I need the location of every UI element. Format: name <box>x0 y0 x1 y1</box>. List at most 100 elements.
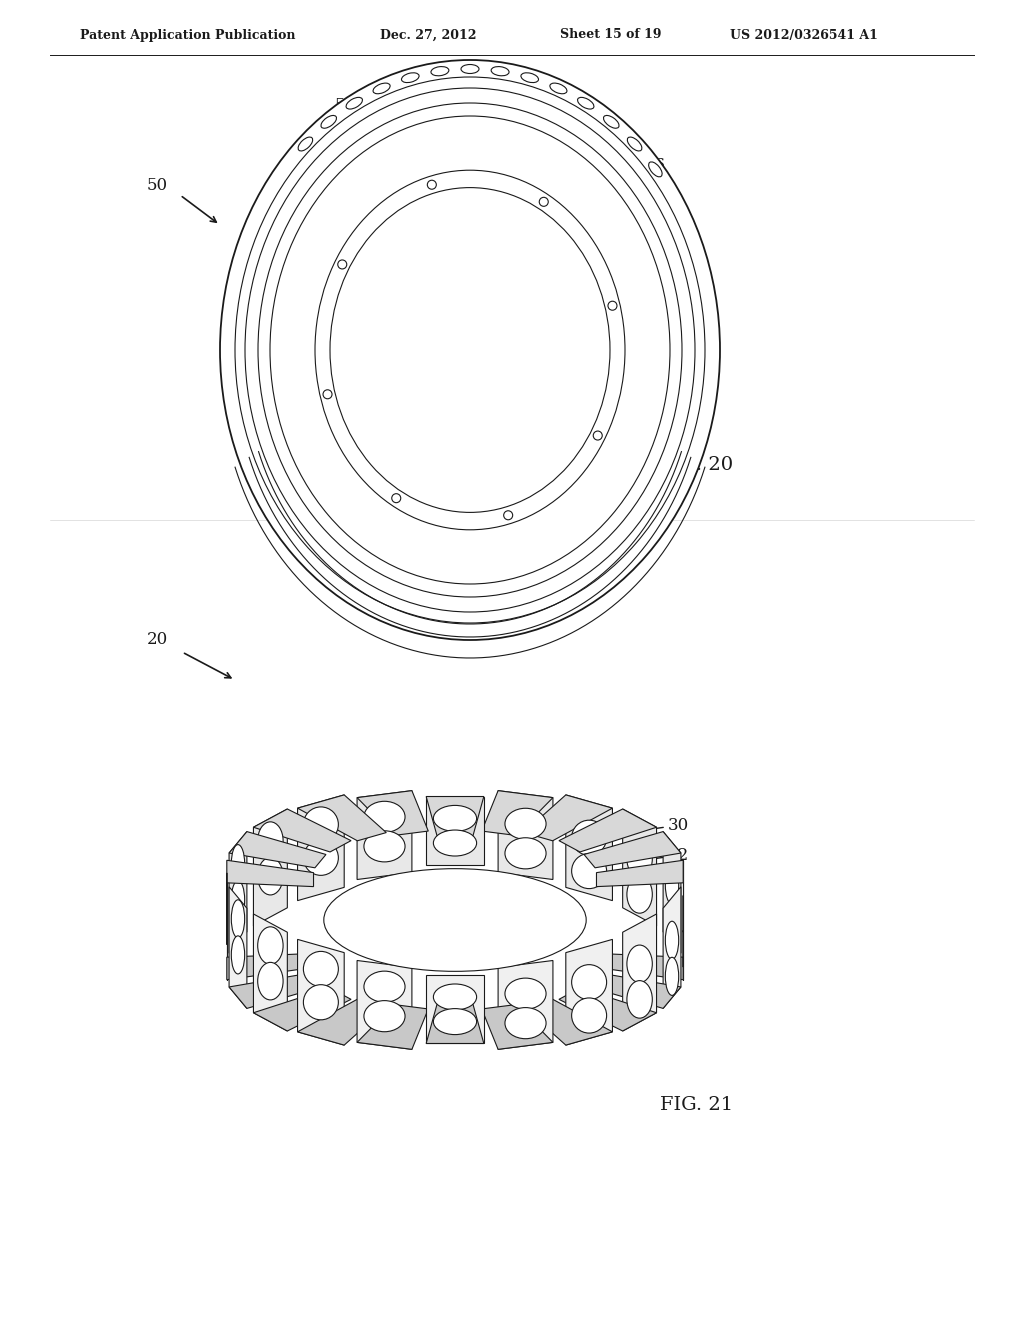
Ellipse shape <box>373 83 390 94</box>
Ellipse shape <box>504 511 513 520</box>
Ellipse shape <box>303 952 338 986</box>
Ellipse shape <box>627 981 652 1018</box>
Ellipse shape <box>433 805 476 832</box>
Ellipse shape <box>220 59 720 640</box>
Polygon shape <box>498 961 553 1049</box>
Polygon shape <box>226 953 313 979</box>
Ellipse shape <box>231 880 245 919</box>
Ellipse shape <box>346 98 362 110</box>
Ellipse shape <box>258 858 283 895</box>
Polygon shape <box>623 809 656 927</box>
Ellipse shape <box>571 820 606 855</box>
Ellipse shape <box>433 983 476 1010</box>
Ellipse shape <box>648 162 663 177</box>
Polygon shape <box>559 809 656 851</box>
Ellipse shape <box>338 260 347 269</box>
Polygon shape <box>298 940 344 1045</box>
Polygon shape <box>298 795 344 900</box>
Polygon shape <box>664 832 681 953</box>
Ellipse shape <box>593 432 602 440</box>
Ellipse shape <box>550 83 567 94</box>
Polygon shape <box>254 913 288 1031</box>
Polygon shape <box>229 887 247 1008</box>
Ellipse shape <box>258 822 283 859</box>
Ellipse shape <box>321 115 337 128</box>
Ellipse shape <box>627 840 652 878</box>
Text: Dec. 27, 2012: Dec. 27, 2012 <box>380 29 476 41</box>
Ellipse shape <box>505 838 546 869</box>
Ellipse shape <box>505 808 546 840</box>
Polygon shape <box>523 795 612 841</box>
Polygon shape <box>229 832 247 953</box>
Ellipse shape <box>608 301 617 310</box>
Ellipse shape <box>303 985 338 1020</box>
Ellipse shape <box>323 389 332 399</box>
Ellipse shape <box>540 197 548 206</box>
Ellipse shape <box>258 927 283 965</box>
Ellipse shape <box>231 845 245 883</box>
Polygon shape <box>357 791 412 879</box>
Ellipse shape <box>666 902 679 940</box>
Ellipse shape <box>505 1007 546 1039</box>
Polygon shape <box>623 913 656 1031</box>
Ellipse shape <box>431 66 449 75</box>
Text: 20: 20 <box>146 631 168 648</box>
Polygon shape <box>226 861 313 887</box>
Ellipse shape <box>521 73 539 83</box>
Ellipse shape <box>627 875 652 913</box>
Polygon shape <box>357 961 412 1049</box>
Ellipse shape <box>628 137 642 150</box>
Text: US 2012/0326541 A1: US 2012/0326541 A1 <box>730 29 878 41</box>
Ellipse shape <box>401 73 419 83</box>
Polygon shape <box>566 795 612 900</box>
Ellipse shape <box>433 1008 476 1035</box>
Text: Patent Application Publication: Patent Application Publication <box>80 29 296 41</box>
Polygon shape <box>426 796 483 836</box>
Polygon shape <box>664 887 681 1008</box>
Ellipse shape <box>298 137 312 150</box>
Polygon shape <box>566 940 612 1045</box>
Ellipse shape <box>303 841 338 875</box>
Polygon shape <box>498 791 553 879</box>
Polygon shape <box>254 989 351 1031</box>
Ellipse shape <box>231 936 245 974</box>
Ellipse shape <box>505 978 546 1010</box>
Polygon shape <box>426 1005 483 1044</box>
Ellipse shape <box>492 66 509 75</box>
Polygon shape <box>254 809 351 851</box>
Polygon shape <box>426 796 483 865</box>
Ellipse shape <box>258 962 283 1001</box>
Polygon shape <box>229 973 326 1008</box>
Ellipse shape <box>571 998 606 1034</box>
Polygon shape <box>357 791 428 836</box>
Ellipse shape <box>666 957 679 995</box>
Polygon shape <box>298 999 386 1045</box>
Ellipse shape <box>303 807 338 842</box>
Ellipse shape <box>571 965 606 999</box>
Text: 22: 22 <box>668 846 689 863</box>
Polygon shape <box>426 975 483 1044</box>
Ellipse shape <box>364 830 406 862</box>
Text: 30: 30 <box>668 817 689 833</box>
Polygon shape <box>481 1005 553 1049</box>
Polygon shape <box>229 832 326 867</box>
Polygon shape <box>584 832 681 867</box>
Polygon shape <box>357 1005 428 1049</box>
Text: 56: 56 <box>645 157 666 173</box>
Ellipse shape <box>427 181 436 189</box>
Ellipse shape <box>603 115 620 128</box>
Ellipse shape <box>666 921 679 960</box>
Polygon shape <box>559 989 656 1031</box>
Ellipse shape <box>461 65 479 74</box>
Polygon shape <box>596 861 683 887</box>
Polygon shape <box>298 795 386 841</box>
Ellipse shape <box>578 98 594 110</box>
Ellipse shape <box>364 801 406 833</box>
Text: FIG. 20: FIG. 20 <box>660 455 733 474</box>
Text: FIG. 21: FIG. 21 <box>660 1096 733 1114</box>
Ellipse shape <box>270 116 670 583</box>
Text: Sheet 15 of 19: Sheet 15 of 19 <box>560 29 662 41</box>
Text: 50: 50 <box>146 177 168 194</box>
Ellipse shape <box>231 900 245 939</box>
Ellipse shape <box>364 972 406 1002</box>
